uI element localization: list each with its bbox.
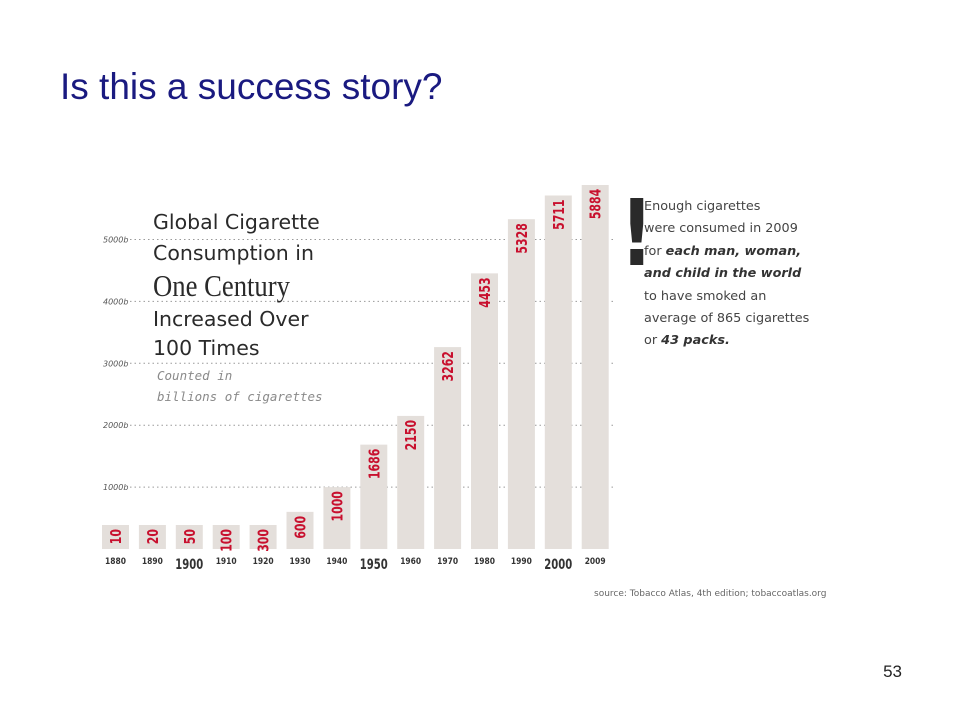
x-tick-label: 1930 bbox=[290, 557, 311, 567]
bar-value-label: 2150 bbox=[402, 420, 420, 451]
bar-value-label: 4453 bbox=[476, 277, 494, 307]
chart-title-line-2: Consumption in bbox=[153, 241, 314, 265]
annotation-line: average of 865 cigarettes bbox=[644, 308, 809, 330]
bar-value-label: 10 bbox=[107, 529, 125, 544]
bar bbox=[323, 487, 351, 549]
slide-title: Is this a success story? bbox=[60, 66, 443, 107]
x-tick-label: 1890 bbox=[142, 557, 163, 567]
bar-value-label: 5328 bbox=[513, 223, 531, 253]
x-tick-label: 1880 bbox=[105, 557, 126, 567]
annotation-text: Enough cigarettes bbox=[644, 199, 761, 214]
chart-title-line-3: One Century bbox=[153, 268, 290, 303]
bar bbox=[360, 444, 388, 549]
bar-value-label: 20 bbox=[144, 529, 162, 544]
bar bbox=[397, 415, 425, 549]
bar-value-label: 1686 bbox=[365, 449, 383, 479]
annotation-line: were consumed in 2009 bbox=[644, 218, 809, 240]
y-tick-label: 1000b bbox=[103, 483, 128, 492]
y-tick-label: 3000b bbox=[103, 359, 128, 368]
x-tick-label: 1920 bbox=[253, 557, 274, 567]
bar bbox=[544, 195, 572, 549]
page-number: 53 bbox=[883, 662, 902, 681]
x-tick-label: 1910 bbox=[216, 557, 237, 567]
annotation-text: or bbox=[644, 333, 662, 349]
exclamation-mark: ! bbox=[620, 180, 654, 287]
bar bbox=[175, 525, 203, 549]
annotation-line: Enough cigarettes bbox=[644, 196, 809, 218]
bar bbox=[138, 525, 166, 549]
y-tick-label: 2000b bbox=[103, 421, 128, 430]
x-tick-label: 1940 bbox=[326, 557, 347, 567]
annotation-line: to have smoked an bbox=[644, 286, 809, 308]
bar bbox=[434, 347, 462, 549]
bar-value-label: 50 bbox=[181, 529, 199, 544]
annotation-emphasis: and child in the world bbox=[644, 266, 802, 282]
x-tick-label: 1980 bbox=[474, 557, 495, 567]
annotation-emphasis: each man, woman, bbox=[665, 243, 802, 259]
x-tick-label: 1970 bbox=[437, 557, 458, 567]
bar bbox=[507, 219, 535, 549]
annotation-text: were consumed in 2009 bbox=[644, 221, 798, 237]
y-tick-label: 5000b bbox=[103, 236, 128, 245]
bar-value-label: 100 bbox=[218, 529, 236, 552]
bar bbox=[249, 525, 277, 549]
annotation-line: for each man, woman, bbox=[644, 241, 809, 263]
x-tick-label: 2000 bbox=[544, 557, 572, 573]
y-tick-label: 4000b bbox=[103, 297, 128, 306]
annotation-text: for bbox=[644, 243, 666, 259]
chart-subtitle-line-2: billions of cigarettes bbox=[157, 389, 323, 404]
annotation-line: or 43 packs. bbox=[644, 330, 809, 352]
bar-value-label: 5711 bbox=[550, 199, 568, 229]
bar-value-label: 1000 bbox=[328, 491, 346, 522]
bar-value-label: 5884 bbox=[587, 189, 605, 220]
bar-chart: 1000b 2000b 3000b 4000b 5000b 10 1880 20 1890 50 1… bbox=[102, 185, 614, 573]
bar-value-label: 300 bbox=[255, 529, 273, 552]
chart-title-line-5: 100 Times bbox=[153, 336, 260, 360]
x-tick-label: 1900 bbox=[175, 557, 203, 573]
annotation-line: and child in the world bbox=[644, 263, 809, 285]
bar bbox=[471, 273, 498, 549]
chart-title-line-4: Increased Over bbox=[153, 307, 309, 331]
annotation-note: Enough cigarettes were consumed in 2009 fo… bbox=[644, 196, 809, 353]
annotation-text: average of 865 cigarettes bbox=[644, 311, 810, 327]
bar-value-label: 600 bbox=[292, 516, 310, 539]
x-tick-label: 1990 bbox=[511, 557, 532, 567]
chart-title-line-1: Global Cigarette bbox=[153, 210, 320, 234]
bar bbox=[581, 185, 609, 549]
chart-subtitle-line-1: Counted in bbox=[157, 368, 233, 383]
annotation-emphasis: 43 packs. bbox=[661, 333, 730, 349]
bar-value-label: 3262 bbox=[439, 351, 457, 381]
bar bbox=[102, 525, 129, 549]
x-tick-label: 1960 bbox=[400, 557, 421, 567]
bar bbox=[286, 511, 314, 549]
x-tick-label: 1950 bbox=[360, 557, 388, 573]
source-note: source: Tobacco Atlas, 4th edition; toba… bbox=[594, 589, 827, 599]
x-tick-label: 2009 bbox=[585, 557, 606, 567]
annotation-text: to have smoked an bbox=[644, 288, 767, 304]
bar bbox=[212, 525, 240, 549]
